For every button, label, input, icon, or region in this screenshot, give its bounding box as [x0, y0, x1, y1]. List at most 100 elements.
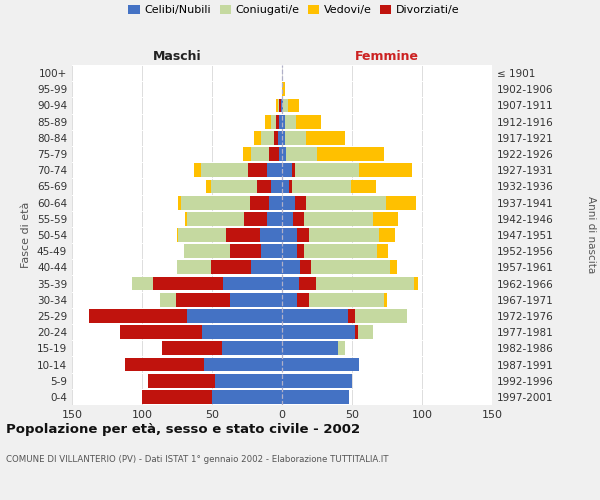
Bar: [282, 358, 359, 372]
Bar: [282, 358, 359, 372]
Bar: [230, 244, 261, 258]
Bar: [282, 260, 397, 274]
Bar: [195, 326, 282, 339]
Bar: [260, 228, 282, 242]
Bar: [282, 164, 412, 177]
Bar: [282, 180, 376, 194]
Bar: [212, 390, 282, 404]
Bar: [282, 164, 359, 177]
Bar: [177, 260, 282, 274]
Bar: [279, 98, 281, 112]
Bar: [282, 180, 289, 194]
Bar: [261, 244, 282, 258]
Bar: [277, 115, 279, 128]
Bar: [282, 390, 349, 404]
Bar: [281, 98, 282, 112]
Bar: [202, 326, 282, 339]
Bar: [282, 212, 293, 226]
Bar: [177, 228, 282, 242]
Bar: [282, 390, 349, 404]
Bar: [348, 309, 355, 323]
Bar: [282, 228, 298, 242]
Bar: [282, 374, 352, 388]
Bar: [282, 212, 373, 226]
Bar: [201, 164, 282, 177]
Bar: [243, 147, 282, 161]
Bar: [282, 147, 286, 161]
Bar: [278, 131, 282, 144]
Bar: [278, 98, 282, 112]
Bar: [251, 147, 282, 161]
Bar: [282, 180, 350, 194]
Bar: [184, 244, 282, 258]
Bar: [282, 390, 349, 404]
Bar: [282, 115, 296, 128]
Bar: [298, 244, 304, 258]
Bar: [215, 374, 282, 388]
Bar: [215, 374, 282, 388]
Bar: [282, 196, 416, 209]
Bar: [132, 276, 282, 290]
Bar: [269, 147, 279, 161]
Bar: [282, 196, 386, 209]
Bar: [248, 164, 266, 177]
Bar: [282, 98, 299, 112]
Bar: [282, 309, 348, 323]
Bar: [148, 374, 215, 388]
Text: Maschi: Maschi: [152, 50, 202, 64]
Bar: [132, 276, 282, 290]
Bar: [211, 180, 282, 194]
Bar: [160, 293, 282, 306]
Bar: [254, 131, 282, 144]
Bar: [176, 293, 230, 306]
Bar: [282, 260, 300, 274]
Bar: [212, 390, 282, 404]
Bar: [282, 244, 377, 258]
Bar: [282, 244, 388, 258]
Bar: [265, 115, 282, 128]
Bar: [222, 342, 282, 355]
Bar: [282, 326, 373, 339]
Y-axis label: Fasce di età: Fasce di età: [22, 202, 31, 268]
Bar: [282, 342, 345, 355]
Bar: [185, 212, 282, 226]
Bar: [274, 131, 278, 144]
Bar: [226, 228, 260, 242]
Bar: [250, 196, 269, 209]
Bar: [177, 260, 282, 274]
Bar: [298, 228, 308, 242]
Bar: [282, 358, 359, 372]
Bar: [142, 390, 212, 404]
Bar: [355, 326, 358, 339]
Bar: [89, 309, 187, 323]
Bar: [153, 276, 223, 290]
Bar: [261, 131, 282, 144]
Text: Anni di nascita: Anni di nascita: [586, 196, 596, 274]
Bar: [282, 164, 292, 177]
Bar: [230, 293, 282, 306]
Bar: [298, 293, 308, 306]
Bar: [282, 131, 345, 144]
Bar: [266, 164, 282, 177]
Bar: [223, 276, 282, 290]
Bar: [282, 342, 338, 355]
Bar: [187, 212, 282, 226]
Bar: [282, 342, 345, 355]
Bar: [222, 342, 282, 355]
Bar: [300, 260, 311, 274]
Bar: [282, 276, 413, 290]
Bar: [271, 180, 282, 194]
Text: Popolazione per età, sesso e stato civile - 2002: Popolazione per età, sesso e stato civil…: [6, 422, 360, 436]
Bar: [181, 196, 282, 209]
Bar: [279, 115, 282, 128]
Bar: [251, 260, 282, 274]
Bar: [163, 309, 282, 323]
Bar: [282, 115, 285, 128]
Bar: [282, 131, 306, 144]
Bar: [293, 212, 304, 226]
Bar: [282, 293, 298, 306]
Bar: [203, 358, 282, 372]
Bar: [282, 98, 283, 112]
Bar: [282, 326, 355, 339]
Text: Femmine: Femmine: [355, 50, 419, 64]
